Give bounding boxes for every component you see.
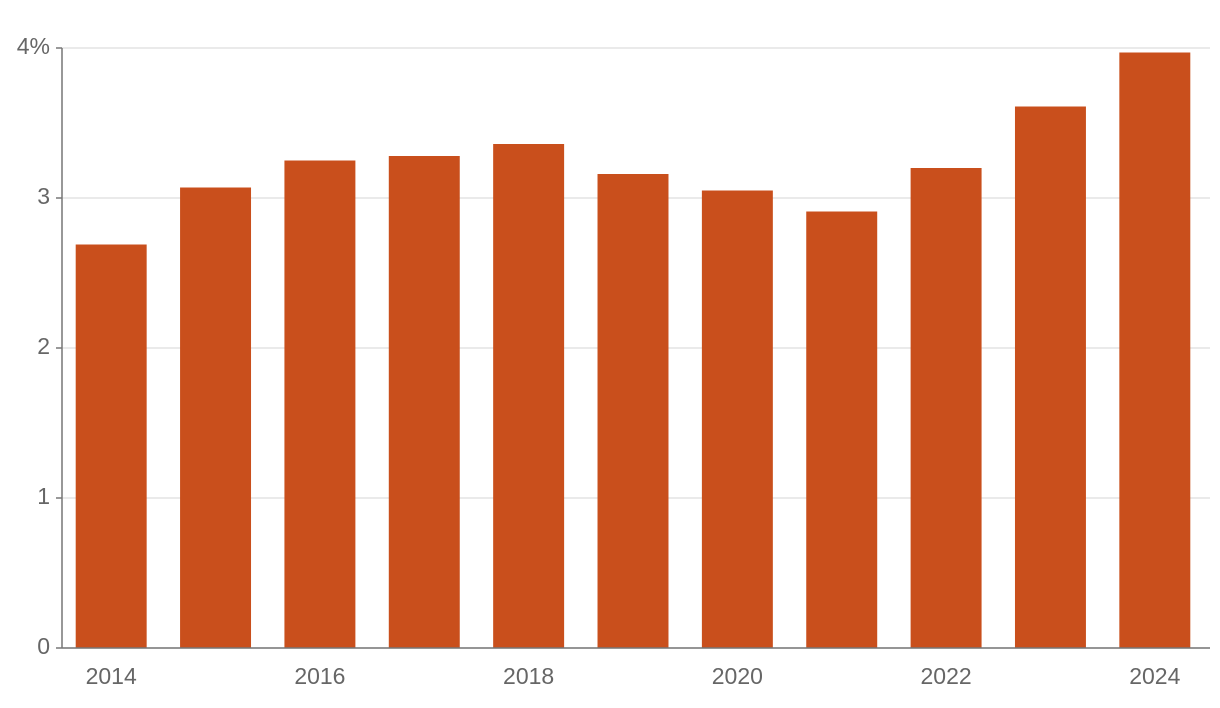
x-tick-label: 2014 <box>86 663 137 689</box>
bar <box>1014 106 1086 648</box>
bar <box>180 187 252 648</box>
bar <box>493 144 565 648</box>
y-tick-label: 4% <box>17 33 50 59</box>
x-tick-label: 2016 <box>294 663 345 689</box>
bar <box>388 156 460 648</box>
x-tick-label: 2022 <box>921 663 972 689</box>
x-tick-label: 2018 <box>503 663 554 689</box>
y-tick-label: 3 <box>37 183 50 209</box>
bar <box>701 190 773 648</box>
x-tick-label: 2020 <box>712 663 763 689</box>
y-tick-label: 1 <box>37 483 50 509</box>
bar <box>806 211 878 648</box>
y-tick-label: 0 <box>37 633 50 659</box>
bar <box>597 174 669 648</box>
bar <box>284 160 356 648</box>
y-tick-label: 2 <box>37 333 50 359</box>
bar <box>1119 52 1191 648</box>
x-tick-label: 2024 <box>1129 663 1180 689</box>
bar <box>75 244 147 648</box>
bar <box>910 168 982 648</box>
